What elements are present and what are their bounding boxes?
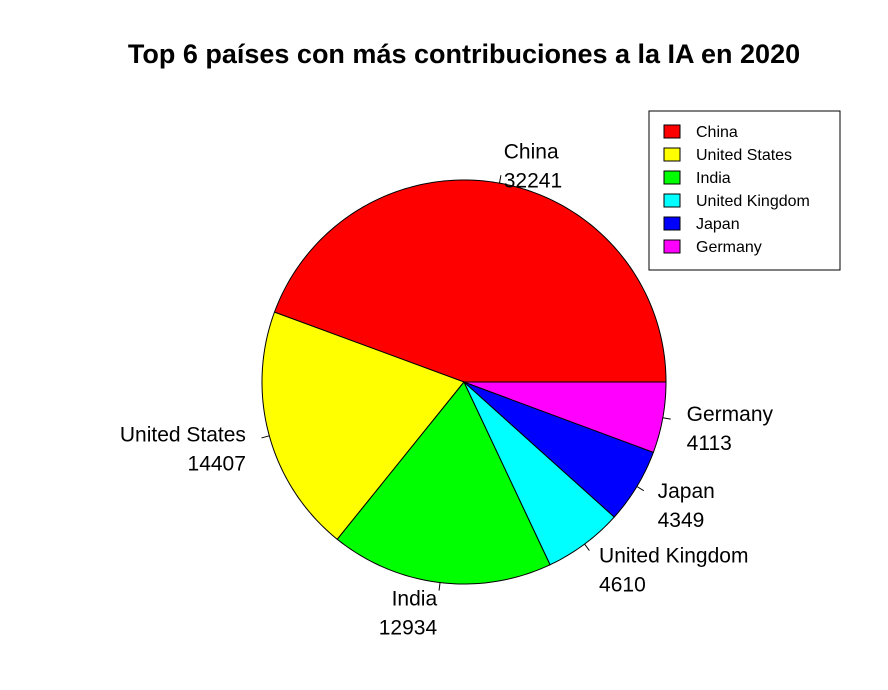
slice-label-united-kingdom: United Kingdom (599, 545, 748, 568)
legend-swatch-germany (663, 239, 681, 254)
slice-label-china: China (504, 140, 559, 163)
legend-label-united-kingdom: United Kingdom (696, 193, 810, 210)
slice-value-china: 32241 (504, 169, 562, 192)
pie-slice-united-kingdom (463, 381, 615, 566)
pie-slices (261, 179, 667, 585)
slice-value-germany: 4113 (687, 432, 732, 455)
slice-label-germany: Germany (687, 403, 774, 426)
legend-label-japan: Japan (696, 216, 740, 233)
legend-swatch-japan (663, 216, 681, 231)
slice-value-united-states: 14407 (188, 452, 246, 475)
legend-label-united-states: United States (696, 147, 792, 164)
pie-slice-germany (463, 381, 667, 453)
slice-value-japan: 4349 (658, 509, 705, 532)
pie-labels: China 32241 United States 14407 India 12934 Un… (120, 140, 774, 639)
legend-label-india: India (696, 170, 731, 187)
legend-label-china: China (696, 124, 738, 141)
legend-swatch-united-kingdom (663, 193, 681, 208)
slice-value-india: 12934 (379, 617, 438, 640)
legend-label-germany: Germany (696, 239, 762, 256)
label-tick-united-states (261, 435, 270, 439)
legend: China United States India United Kingdom Jap… (648, 110, 841, 271)
slice-label-india: India (392, 588, 438, 611)
slice-label-united-states: United States (120, 423, 246, 446)
legend-swatch-china (663, 124, 681, 139)
label-tick-china (499, 175, 502, 184)
legend-box (648, 110, 841, 271)
label-tick-germany (662, 417, 671, 420)
pie-slice-india (336, 381, 551, 585)
slice-label-japan: Japan (658, 480, 715, 503)
slice-value-united-kingdom: 4610 (599, 574, 646, 597)
label-tick-japan (636, 486, 645, 492)
label-tick-india (438, 582, 441, 591)
legend-swatch-india (663, 170, 681, 185)
legend-swatch-united-states (663, 147, 681, 162)
label-tick-united-kingdom (584, 543, 590, 551)
chart-title: Top 6 países con más contribuciones a la… (128, 39, 800, 69)
